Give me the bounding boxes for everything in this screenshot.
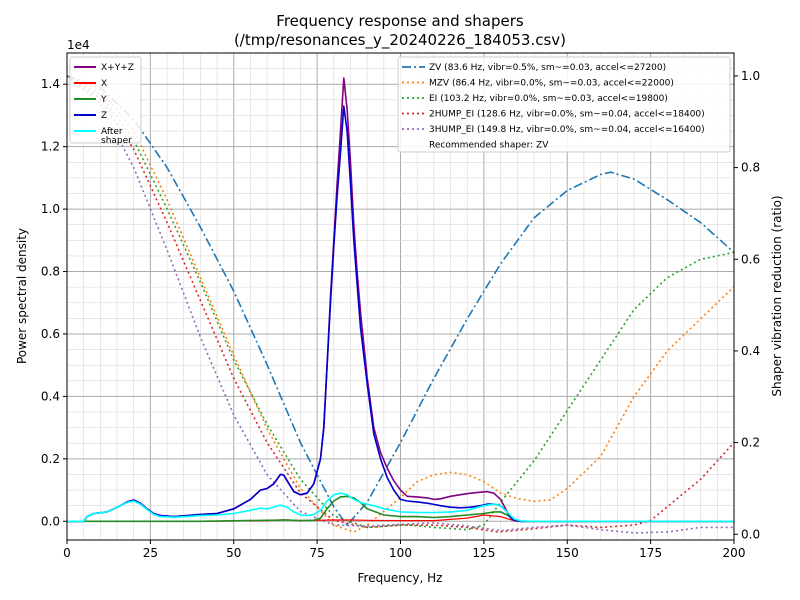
series-line-after-shaper (67, 492, 734, 523)
y-tick-label: 0.2 (41, 452, 60, 466)
x-axis-label: Frequency, Hz (358, 571, 443, 585)
axis-ticks: 0 25 50 75 100 125 150 175 200 0.0 0.2 0.4 0.6 0.8 1.0… (41, 69, 760, 560)
y-tick-label: 1.0 (41, 202, 60, 216)
legend-psd-label: shaper (101, 136, 132, 146)
series-line-zv (66, 75, 735, 526)
x-tick-label: 100 (389, 546, 412, 560)
legend-psd-label: After (101, 127, 123, 137)
chart-title: Frequency response and shapers (276, 12, 524, 30)
y-tick-label: 1.2 (41, 140, 60, 154)
chart-subtitle: (/tmp/resonances_y_20240226_184053.csv) (234, 31, 566, 50)
x-tick-label: 50 (226, 546, 241, 560)
y2-tick-label: 0.6 (741, 252, 760, 266)
legend-psd-label: X+Y+Z (101, 63, 134, 73)
legend-shapers-box (397, 56, 731, 153)
y-offset-label: 1e4 (67, 38, 90, 52)
legend-shaper-label: EI (103.2 Hz, vibr=0.0%, sm~=0.03, accel… (429, 94, 668, 104)
legend-shaper-label: ZV (83.6 Hz, vibr=0.5%, sm~=0.03, accel<… (429, 63, 666, 73)
y-tick-label: 0.4 (41, 389, 60, 403)
x-tick-label: 125 (472, 546, 495, 560)
y2-axis-label: Shaper vibration reduction (ratio) (770, 195, 784, 396)
legend-shaper-label: 2HUMP_EI (128.6 Hz, vibr=0.0%, sm~=0.04,… (429, 110, 705, 120)
x-tick-label: 175 (639, 546, 662, 560)
recommended-shaper-note: Recommended shaper: ZV (429, 141, 549, 151)
legend-shaper-label: MZV (86.4 Hz, vibr=0.0%, sm~=0.03, accel… (429, 79, 674, 89)
series-lines (66, 75, 735, 534)
plot-frame (66, 52, 735, 541)
series-line-2hump-ei (66, 75, 735, 533)
y-tick-label: 0.6 (41, 327, 60, 341)
y2-tick-label: 0.8 (741, 161, 760, 175)
y-tick-label: 1.4 (41, 77, 60, 91)
legend-shapers: ZV (83.6 Hz, vibr=0.5%, sm~=0.03, accel<… (397, 56, 731, 153)
y2-tick-label: 0.0 (741, 527, 760, 541)
y2-tick-label: 0.2 (741, 436, 760, 450)
x-tick-label: 200 (723, 546, 746, 560)
x-tick-label: 150 (556, 546, 579, 560)
y2-tick-label: 0.4 (741, 344, 760, 358)
legend-shaper-label: 3HUMP_EI (149.8 Hz, vibr=0.0%, sm~=0.04,… (429, 125, 705, 135)
y2-tick-label: 1.0 (741, 69, 760, 83)
series-line-3hump-ei (66, 75, 734, 534)
legend-psd-box (69, 56, 142, 144)
legend-psd-label: Z (101, 111, 107, 121)
x-tick-label: 0 (63, 546, 71, 560)
x-tick-label: 75 (309, 546, 324, 560)
y-tick-label: 0.0 (41, 514, 60, 528)
series-line-y (67, 495, 734, 523)
legend-psd-label: X (101, 79, 107, 89)
series-line-ei (66, 75, 735, 531)
legend-psd-label: Y (100, 95, 107, 105)
y-axis-label: Power spectral density (15, 228, 29, 364)
y-tick-label: 0.8 (41, 265, 60, 279)
x-tick-label: 25 (143, 546, 158, 560)
